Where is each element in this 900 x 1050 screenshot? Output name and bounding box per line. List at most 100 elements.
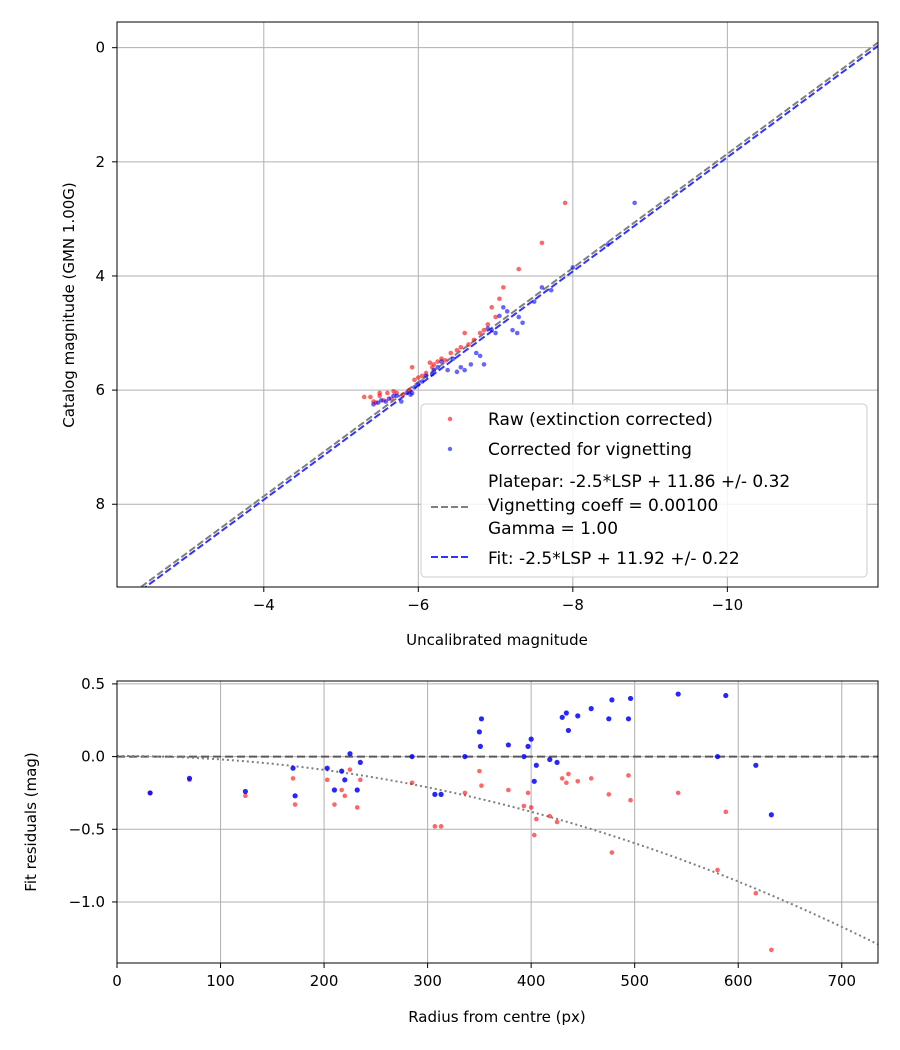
raw-residual-point <box>723 809 729 815</box>
corrected-point <box>462 367 467 373</box>
corrected-point <box>439 359 444 364</box>
raw-residual-point <box>347 767 353 772</box>
top-y-tick-label: 2 <box>95 153 105 171</box>
corrected-residual-point <box>675 691 681 697</box>
raw-residual-point <box>477 768 482 774</box>
raw-residual-point <box>506 787 511 793</box>
corrected-point <box>504 309 510 314</box>
corrected-residual-point <box>290 765 296 771</box>
raw-residual-point <box>342 793 348 799</box>
corrected-point <box>473 350 479 356</box>
raw-point <box>385 390 390 396</box>
corrected-point <box>409 390 415 396</box>
raw-point <box>493 314 498 320</box>
corrected-point <box>516 314 522 320</box>
bottom-x-tick-label: 300 <box>413 972 442 990</box>
raw-residual-point <box>479 783 484 788</box>
bottom-reference-lines <box>117 754 878 946</box>
top-y-tick-label: 6 <box>95 381 105 399</box>
raw-point <box>443 358 448 363</box>
raw-residual-point <box>531 832 537 838</box>
raw-residual-point <box>438 824 444 829</box>
corrected-point <box>468 362 474 367</box>
corrected-point <box>497 313 502 319</box>
legend-marker-raw <box>447 416 453 422</box>
corrected-residual-point <box>533 762 539 768</box>
raw-residual-point <box>354 805 360 810</box>
corrected-point <box>548 287 554 293</box>
corrected-residual-point <box>342 777 348 783</box>
legend-label-raw: Raw (extinction corrected) <box>488 410 713 430</box>
raw-point <box>368 394 373 400</box>
corrected-residual-point <box>559 714 565 720</box>
corrected-point <box>531 299 537 304</box>
raw-point <box>516 266 522 272</box>
bottom-x-tick-label: 400 <box>517 972 546 990</box>
raw-residual-point <box>588 776 594 781</box>
corrected-residual-point <box>347 751 353 757</box>
raw-point <box>448 350 454 356</box>
corrected-residual-point <box>753 762 759 768</box>
corrected-point <box>383 399 389 404</box>
bottom-axes-frame <box>116 680 879 964</box>
raw-point <box>497 296 502 302</box>
vignetting-curve <box>117 754 878 946</box>
top-y-tick-label: 4 <box>95 267 105 285</box>
raw-residual-point <box>769 947 774 953</box>
corrected-residual-point <box>723 692 729 699</box>
corrected-point <box>500 305 506 310</box>
raw-point <box>562 200 568 206</box>
corrected-point <box>445 367 450 373</box>
bottom-x-tick-label: 600 <box>724 972 753 990</box>
corrected-point <box>416 382 421 387</box>
corrected-point <box>510 327 515 333</box>
corrected-point <box>632 200 637 206</box>
corrected-residual-point <box>409 753 415 760</box>
corrected-point <box>371 402 376 407</box>
corrected-residual-point <box>588 706 594 712</box>
top-scatter-points <box>361 200 637 407</box>
corrected-point <box>399 399 404 404</box>
corrected-point <box>477 353 483 359</box>
corrected-residual-point <box>627 695 634 702</box>
raw-residual-point <box>566 771 571 777</box>
raw-point <box>481 327 487 333</box>
bottom-x-tick-label: 100 <box>206 972 235 990</box>
raw-residual-point <box>534 816 539 822</box>
corrected-point <box>412 384 417 390</box>
raw-point <box>454 347 460 353</box>
raw-residual-point <box>559 776 565 781</box>
bottom-y-axis-label: Fit residuals (mag) <box>22 752 40 891</box>
raw-residual-point <box>332 802 337 807</box>
raw-residual-point <box>339 787 344 793</box>
legend-label-corrected: Corrected for vignetting <box>488 440 692 460</box>
corrected-residual-point <box>714 753 721 760</box>
corrected-point <box>450 356 456 362</box>
raw-point <box>539 240 545 246</box>
raw-residual-point <box>462 790 468 796</box>
top-x-tick-label: −10 <box>712 596 744 614</box>
bottom-grid <box>116 681 878 963</box>
legend: Raw (extinction corrected) Corrected for… <box>420 403 868 578</box>
legend-box <box>420 403 868 578</box>
corrected-point <box>489 327 495 333</box>
bottom-panel: 0 100 200 300 400 500 600 700 0.5 0.0 −0.5 −1.0 Rad… <box>22 675 879 1026</box>
bottom-x-tick-label: 500 <box>620 972 649 990</box>
corrected-point <box>570 265 576 270</box>
raw-point <box>361 394 367 400</box>
corrected-residual-point <box>438 791 444 797</box>
raw-residual-point <box>243 793 248 799</box>
raw-point <box>419 373 425 379</box>
corrected-residual-point <box>547 756 553 763</box>
bottom-y-tick-label: −0.5 <box>69 820 105 838</box>
raw-point <box>485 322 491 327</box>
bottom-y-tick-label: 0.0 <box>81 748 105 766</box>
legend-label-platepar-2: Vignetting coeff = 0.00100 <box>488 496 718 516</box>
top-x-tick-label: −6 <box>407 596 429 614</box>
corrected-residual-point <box>525 743 531 750</box>
raw-point <box>462 330 467 336</box>
raw-residual-point <box>528 805 534 810</box>
corrected-residual-point <box>242 788 248 795</box>
bottom-tick-marks: 0 100 200 300 400 500 600 700 0.5 0.0 −0.5 −1.0 <box>69 675 857 990</box>
corrected-point <box>394 393 399 399</box>
